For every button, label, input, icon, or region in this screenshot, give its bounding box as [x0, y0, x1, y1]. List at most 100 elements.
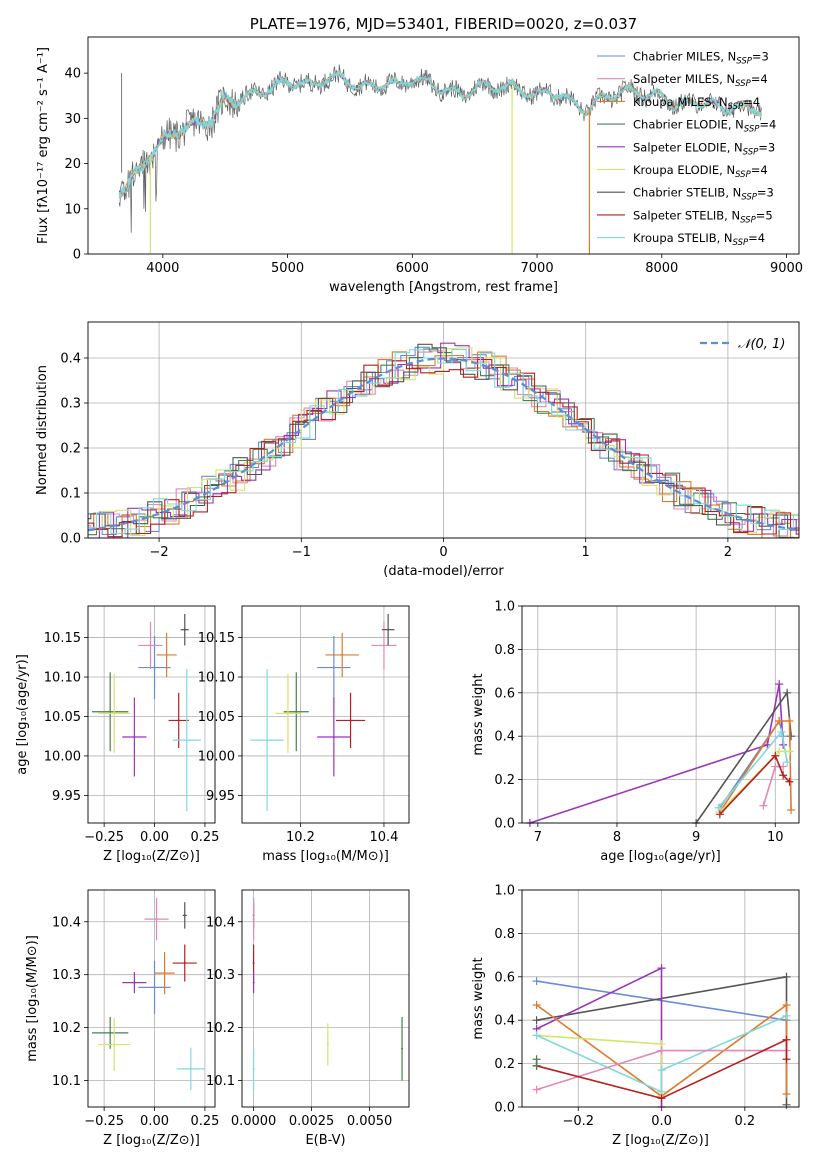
histogram-chabrier-stelib [88, 343, 799, 529]
histogram-salpeter-elodie [88, 342, 799, 538]
legend-label-name: Salpeter MILES, N [633, 72, 735, 86]
legend-label: Salpeter STELIB, NSSP=5 [633, 208, 773, 225]
weight-marker [787, 732, 796, 741]
data-point [165, 653, 168, 656]
y-tick-label: 10.05 [198, 710, 235, 725]
x-tick-label: 10 [767, 830, 784, 845]
weight-marker [775, 680, 784, 689]
y-tick-label: 30 [64, 112, 81, 127]
legend-label-n: =5 [756, 208, 773, 222]
weight-marker [657, 1094, 666, 1103]
data-point [189, 1067, 192, 1070]
legend-label-sub: SSP [735, 170, 751, 180]
data-point [153, 666, 156, 669]
legend-label-name: Kroupa ELODIE, N [633, 163, 735, 177]
legend-label-name: Chabrier STELIB, N [633, 186, 741, 200]
spectrum-line-chabrier-stelib [118, 64, 762, 233]
y-axis-label: mass weight [471, 673, 486, 755]
x-tick-label: 0.25 [190, 1114, 219, 1129]
legend-label-name: Kroupa MILES, N [633, 95, 728, 109]
y-tick-label: 10.05 [44, 710, 81, 725]
x-axis-label: Z [log₁₀(Z/Z⊙)] [103, 849, 200, 864]
weight-marker [657, 1046, 666, 1055]
histogram-salpeter-stelib [88, 359, 799, 538]
y-tick-label: 10.00 [198, 749, 235, 764]
y-tick-label: 9.95 [52, 789, 81, 804]
x-tick-label: 0.00 [140, 1114, 169, 1129]
legend-label-sub: SSP [728, 102, 744, 112]
legend-label: Salpeter ELODIE, NSSP=3 [633, 140, 775, 157]
y-tick-label: 1.0 [494, 884, 515, 899]
weight-marker [532, 1055, 541, 1064]
data-point [295, 710, 298, 713]
data-point [286, 712, 289, 715]
y-tick-label: 10.00 [44, 749, 81, 764]
axes-frame [241, 605, 410, 824]
y-tick-label: 10.1 [52, 1074, 81, 1089]
weight-marker [783, 758, 792, 767]
data-point [332, 666, 335, 669]
x-tick-label: 8000 [645, 261, 678, 276]
legend-label-name: Kroupa STELIB, N [633, 231, 733, 245]
weight-marker [783, 688, 792, 697]
data-point [183, 914, 186, 917]
mass-vs-ebv-panel: 0.0000 0.0025 0.0050 10.1 10.2 10.3 10.4 E(B-V) [206, 889, 410, 1148]
legend-label: Chabrier ELODIE, NSSP=4 [633, 118, 776, 135]
legend-label: Kroupa MILES, NSSP=4 [633, 95, 760, 112]
x-tick-label: 0.0 [651, 1114, 672, 1129]
data-point [252, 918, 255, 921]
legend-label-name: Chabrier ELODIE, N [633, 118, 744, 132]
y-tick-label: 40 [64, 67, 81, 82]
age-vs-Z-panel: −0.25 0.00 0.25 9.95 10.00 10.05 10.10 10.15 Z [… [15, 605, 219, 864]
data-point [153, 986, 156, 989]
legend-label-sub: SSP [735, 79, 751, 89]
weight-vs-age-panel: 7 8 9 10 0.0 0.2 0.4 0.6 0.8 1.0 age [log₁₀(age/yr… [471, 600, 800, 864]
legend-label-n: =4 [743, 95, 760, 109]
data-point [133, 981, 136, 984]
legend-label: Chabrier MILES, NSSP=3 [633, 50, 769, 67]
x-tick-label: 0.0025 [289, 1114, 335, 1129]
y-tick-label: 0.2 [494, 1057, 515, 1072]
x-tick-label: −1 [292, 545, 311, 560]
data-point [266, 739, 269, 742]
x-tick-label: 0.25 [190, 830, 219, 845]
data-point [133, 735, 136, 738]
weight-marker [785, 717, 794, 726]
weight-vs-Z-panel: −0.2 0.0 0.2 0.0 0.2 0.4 0.6 0.8 1.0 Z [log₁₀(Z/Z… [471, 884, 800, 1148]
y-tick-label: 0.0 [60, 532, 81, 547]
legend-label-sub: SSP [741, 193, 757, 203]
y-tick-label: 10.1 [206, 1074, 235, 1089]
weight-marker [532, 977, 541, 986]
x-tick-label: 10.4 [369, 830, 398, 845]
legend-label-name: Salpeter ELODIE, N [633, 140, 743, 154]
weight-marker [785, 777, 794, 786]
data-point [113, 712, 116, 715]
x-axis-label: (data-model)/error [383, 564, 504, 579]
weight-marker [771, 751, 780, 760]
y-tick-label: 10.2 [206, 1021, 235, 1036]
y-axis-label: Normed distribution [35, 365, 50, 495]
y-tick-label: 10.10 [44, 671, 81, 686]
y-axis-label: mass [log₁₀(M/M⊙)] [25, 935, 40, 1062]
y-tick-label: 10.10 [198, 671, 235, 686]
legend-label-n: =4 [759, 118, 776, 132]
axes-frame [87, 321, 800, 539]
weight-marker [657, 1066, 666, 1075]
x-tick-label: −2 [150, 545, 169, 560]
x-tick-label: 7 [534, 830, 542, 845]
data-point [341, 653, 344, 656]
chart-title: PLATE=1976, MJD=53401, FIBERID=0020, z=0… [250, 15, 637, 33]
x-axis-label: age [log₁₀(age/yr)] [600, 849, 721, 864]
data-point [252, 1067, 255, 1070]
histogram-kroupa-stelib [88, 349, 799, 534]
legend-label-n: =4 [748, 231, 765, 245]
data-point [183, 962, 186, 965]
axes-frame [87, 889, 216, 1108]
x-axis-label: wavelength [Angstrom, rest frame] [329, 280, 558, 295]
x-tick-label: 7000 [521, 261, 554, 276]
y-tick-label: 10 [64, 202, 81, 217]
data-point [155, 918, 158, 921]
weight-line [529, 683, 784, 824]
weight-marker [782, 1100, 791, 1109]
x-tick-label: 9000 [770, 261, 803, 276]
